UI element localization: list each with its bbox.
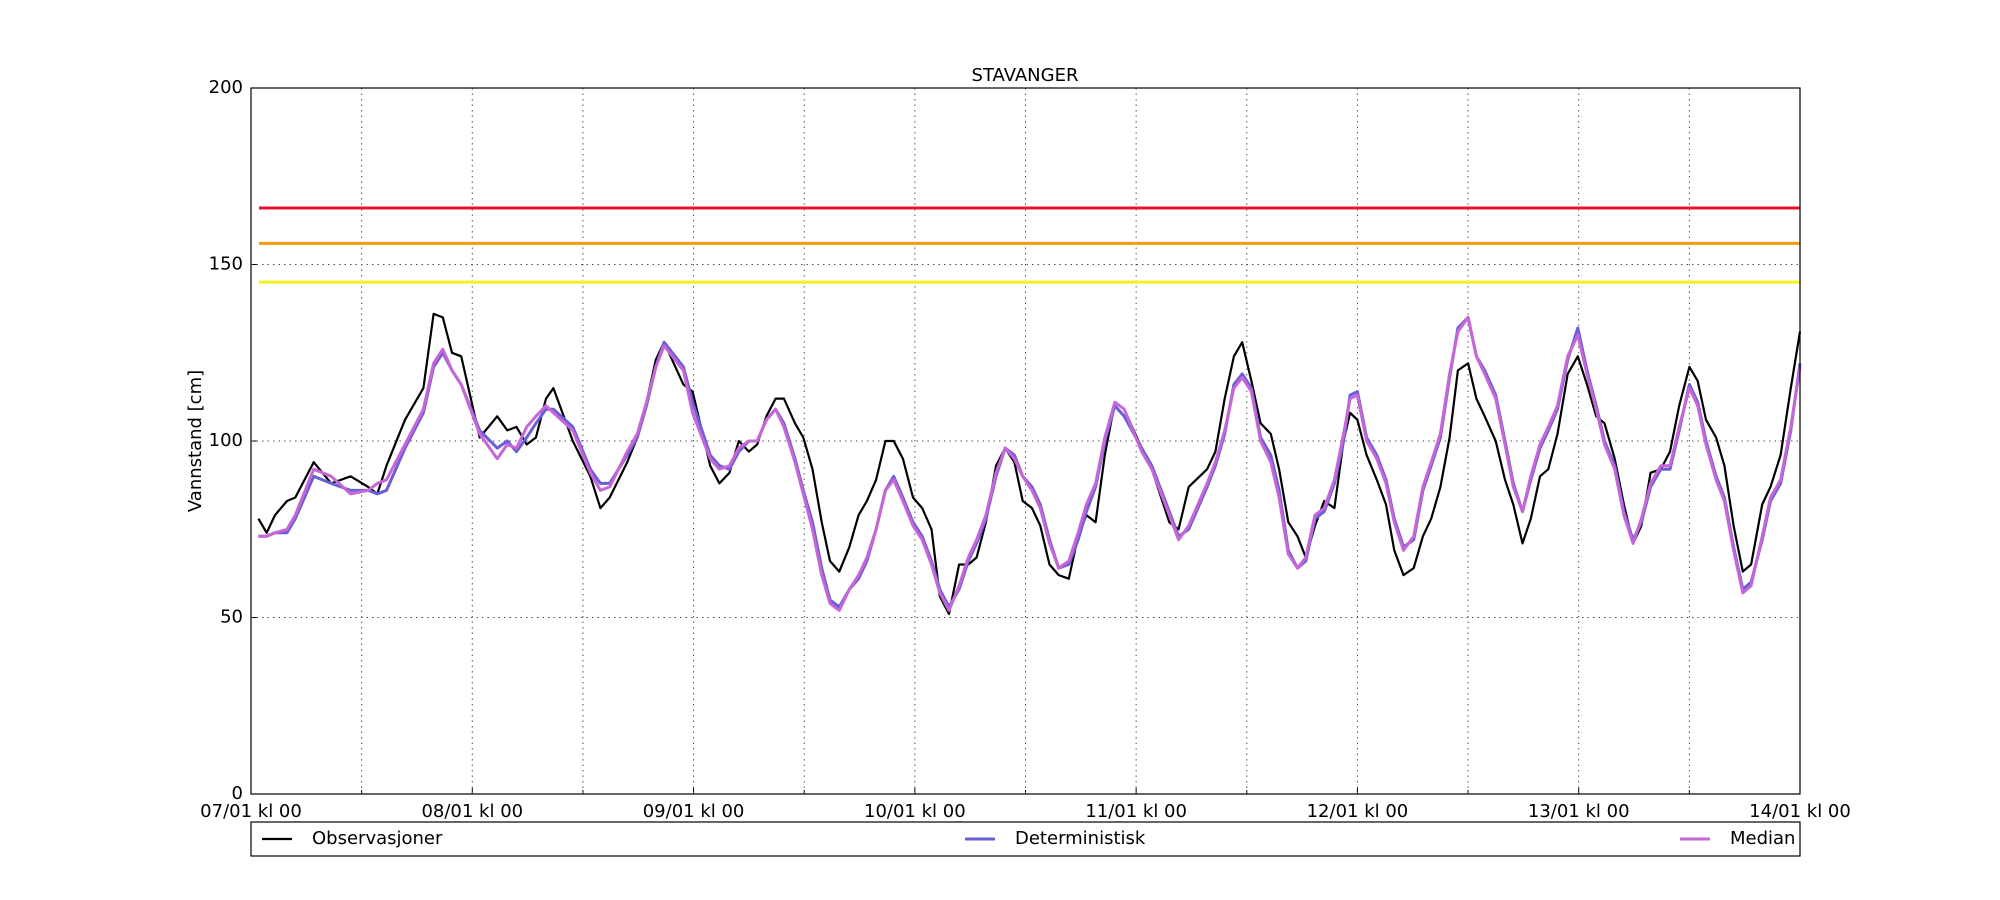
x-tick-label: 13/01 kl 00 bbox=[1528, 801, 1630, 822]
series-line bbox=[258, 315, 1802, 609]
series-line bbox=[258, 315, 1802, 612]
legend-label: Deterministisk bbox=[1015, 828, 1146, 849]
x-tick-label: 10/01 kl 00 bbox=[864, 801, 966, 822]
y-tick-label: 0 bbox=[232, 783, 243, 804]
y-axis-label: Vannstand [cm] bbox=[185, 370, 206, 512]
legend-box bbox=[250, 821, 1801, 857]
legend-label: Median bbox=[1730, 828, 1795, 849]
x-tick-label: 12/01 kl 00 bbox=[1307, 801, 1409, 822]
y-tick-label: 200 bbox=[209, 77, 243, 98]
x-tick-label: 08/01 kl 00 bbox=[421, 801, 523, 822]
legend-label: Observasjoner bbox=[312, 828, 443, 849]
x-tick-label: 09/01 kl 00 bbox=[643, 801, 745, 822]
y-tick-label: 50 bbox=[220, 607, 243, 628]
x-tick-label: 11/01 kl 00 bbox=[1085, 801, 1187, 822]
plot-frame bbox=[250, 87, 1801, 795]
y-tick-label: 150 bbox=[209, 254, 243, 275]
x-tick-label: 07/01 kl 00 bbox=[200, 801, 302, 822]
x-tick-label: 14/01 kl 00 bbox=[1749, 801, 1851, 822]
y-tick-label: 100 bbox=[209, 430, 243, 451]
chart-title: STAVANGER bbox=[972, 65, 1079, 86]
